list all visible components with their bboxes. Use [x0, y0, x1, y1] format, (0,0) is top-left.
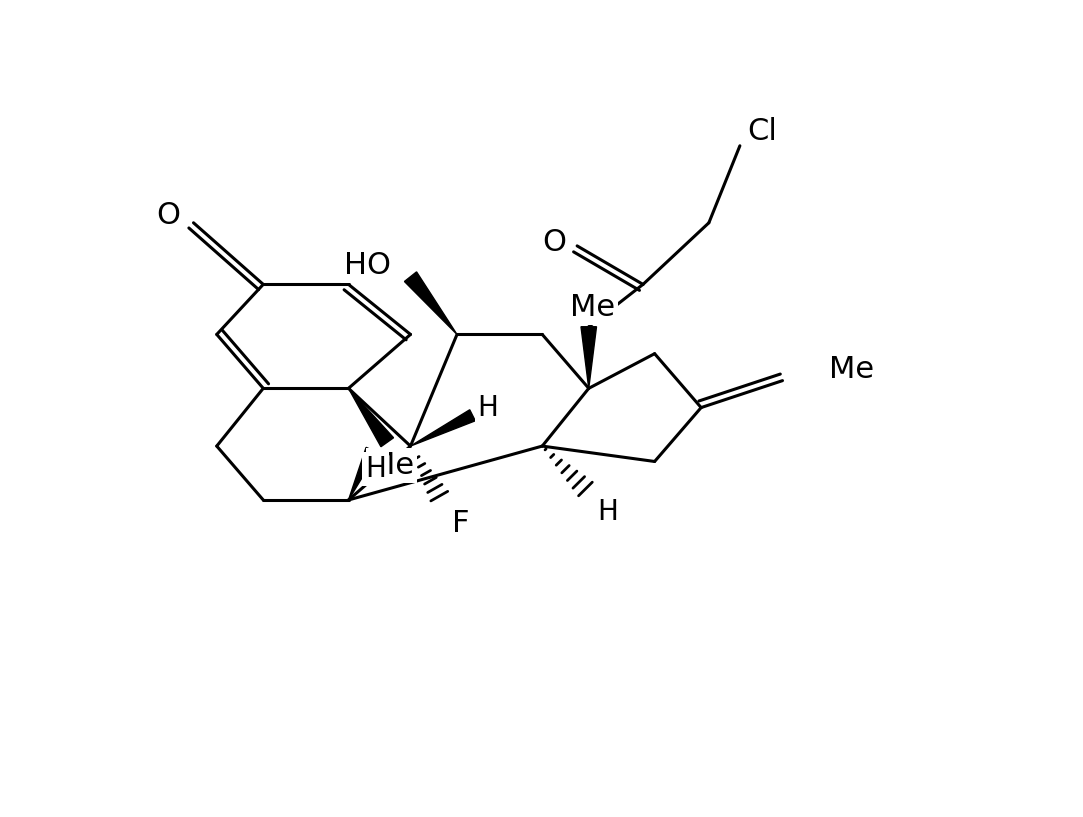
Text: Me: Me: [570, 293, 615, 322]
Text: Me: Me: [368, 451, 414, 480]
Polygon shape: [580, 327, 597, 388]
Polygon shape: [349, 448, 377, 500]
Text: H: H: [478, 394, 498, 422]
Text: O: O: [542, 227, 566, 257]
Text: H: H: [365, 455, 386, 483]
Text: O: O: [157, 201, 181, 230]
Text: Me: Me: [828, 355, 874, 383]
Polygon shape: [410, 410, 475, 446]
Text: F: F: [452, 508, 470, 538]
Text: HO: HO: [344, 251, 391, 279]
Polygon shape: [349, 388, 393, 447]
Polygon shape: [404, 272, 457, 334]
Text: H: H: [598, 498, 618, 525]
Text: Cl: Cl: [747, 118, 778, 146]
